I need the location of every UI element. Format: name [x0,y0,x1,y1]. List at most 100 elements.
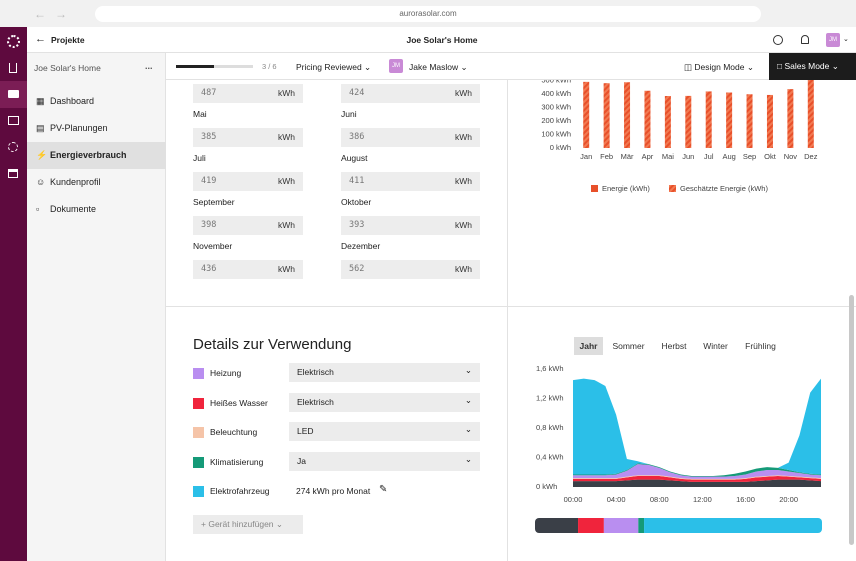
swatch [193,368,204,379]
season-tab[interactable]: Winter [703,341,728,351]
icon-settings[interactable] [8,142,18,152]
logo[interactable] [7,35,20,48]
nav-item[interactable]: ▦ Dashboard [27,88,166,115]
url-bar[interactable]: aurorasolar.com [95,6,761,22]
design-mode[interactable]: ◫ Design Mode ⌄ [684,62,754,72]
usage-area [573,475,821,482]
season-tab[interactable]: Frühling [745,341,776,351]
sales-mode[interactable]: □ Sales Mode ⌄ [769,53,856,80]
month-label: November [193,241,233,251]
help-icon[interactable] [773,35,783,45]
nav-label: Energieverbrauch [50,150,127,160]
season-tab[interactable]: Herbst [661,341,687,351]
month-input[interactable]: 487 kWh [193,84,303,103]
bar [644,90,651,148]
month-input[interactable]: 385 kWh [193,128,303,147]
user-dropdown[interactable]: Jake Maslow ⌄ [409,62,468,72]
user-avatar-small[interactable]: JM [389,59,403,73]
bell-icon[interactable] [801,35,809,44]
user-name: Jake Maslow [409,62,459,72]
status-dropdown[interactable]: Pricing Reviewed ⌄ [296,62,372,72]
dropdown-value: LED [297,426,314,436]
x-tick-label: Apr [642,152,654,161]
y-tick-label: 0,8 kWh [536,423,564,432]
x-tick-label: Jun [682,152,694,161]
caret: ⌄ [464,424,472,434]
month-input[interactable]: 393 kWh [341,216,480,235]
nav-item[interactable]: ▤ PV-Planungen [27,115,166,142]
unit: kWh [455,264,472,274]
usage-dropdown[interactable]: Elektrisch ⌄ [289,363,480,382]
panel-divider [507,80,508,561]
usage-label: Beleuchtung [210,427,258,437]
browser-bar: ← → aurorasolar.com [0,0,856,27]
add-device[interactable]: + Gerät hinzufügen ⌄ [193,515,303,534]
icon-org[interactable] [8,169,18,178]
month-input[interactable]: 562 kWh [341,260,480,279]
unit: kWh [278,88,295,98]
nav-item[interactable]: ⚡ Energieverbrauch [27,142,166,169]
usage-dropdown[interactable]: Elektrisch ⌄ [289,392,480,412]
back-icon[interactable]: ← [35,33,46,45]
scrollbar[interactable] [849,295,854,545]
back-arrow[interactable]: ← [34,7,46,21]
month-value: 411 [349,176,365,186]
icon-table[interactable] [8,116,19,125]
user-avatar[interactable]: JM [826,33,840,47]
x-tick-label: Mai [662,152,674,161]
nav-icon: ▦ [36,96,45,106]
swatch [193,456,204,468]
share-segment [644,518,822,533]
usage-dropdown[interactable]: Ja ⌄ [289,451,480,471]
icon-design[interactable] [9,63,17,73]
month-label: August [341,153,368,163]
app-header: ← Projekte Joe Solar's Home JM ⌄ [27,27,856,53]
dropdown-value: Ja [297,455,306,466]
month-input[interactable]: 424 kWh [341,84,480,103]
edit-icon[interactable]: ✎ [379,484,388,495]
month-label: Dezember [341,241,381,251]
legend-swatch [669,185,676,192]
month-value: 386 [349,132,365,142]
nav-item[interactable]: ▫ Dokumente [27,196,166,223]
month-label: Juni [341,109,357,119]
month-value: 487 [201,88,217,98]
avatar-caret[interactable]: ⌄ [843,36,849,43]
month-input[interactable]: 386 kWh [341,128,480,147]
y-tick-label: 0 kWh [536,482,557,491]
bar [664,96,671,148]
y-tick-label: 200 kWh [541,116,571,125]
season-tab[interactable]: Jahr [574,337,603,355]
month-label: Mai [193,109,207,119]
legend-swatch [591,185,598,192]
share-segment [535,518,579,533]
usage-area [573,464,821,479]
nav-icon: ▫ [36,204,40,214]
nav-label: Dokumente [50,204,97,214]
legend-label: Energie (kWh) [602,184,650,193]
nav-icon: ⚡ [36,150,48,160]
season-tab[interactable]: Sommer [612,341,645,351]
caret: ⌄ [464,365,472,375]
sales-label: Sales Mode [784,61,830,71]
dropdown-value: Elektrisch [297,396,334,407]
app-rail [0,27,27,561]
usage-dropdown[interactable]: LED ⌄ [289,422,480,441]
month-input[interactable]: 411 kWh [341,172,480,191]
month-input[interactable]: 419 kWh [193,172,303,191]
share-segment [638,518,645,533]
month-input[interactable]: 436 kWh [193,260,303,279]
month-value: 398 [201,220,217,230]
bar [726,92,733,148]
forward-arrow[interactable]: → [55,7,67,21]
back-link[interactable]: Projekte [51,35,85,45]
x-tick-label: 04:00 [607,495,626,504]
x-tick-label: Sep [743,152,756,161]
month-value: 385 [201,132,217,142]
icon-folder[interactable] [8,90,19,98]
sidebar-more[interactable]: ... [145,61,153,71]
x-tick-label: 16:00 [736,495,755,504]
nav-item[interactable]: ☺ Kundenprofil [27,169,166,196]
x-tick-label: 08:00 [650,495,669,504]
month-input[interactable]: 398 kWh [193,216,303,235]
